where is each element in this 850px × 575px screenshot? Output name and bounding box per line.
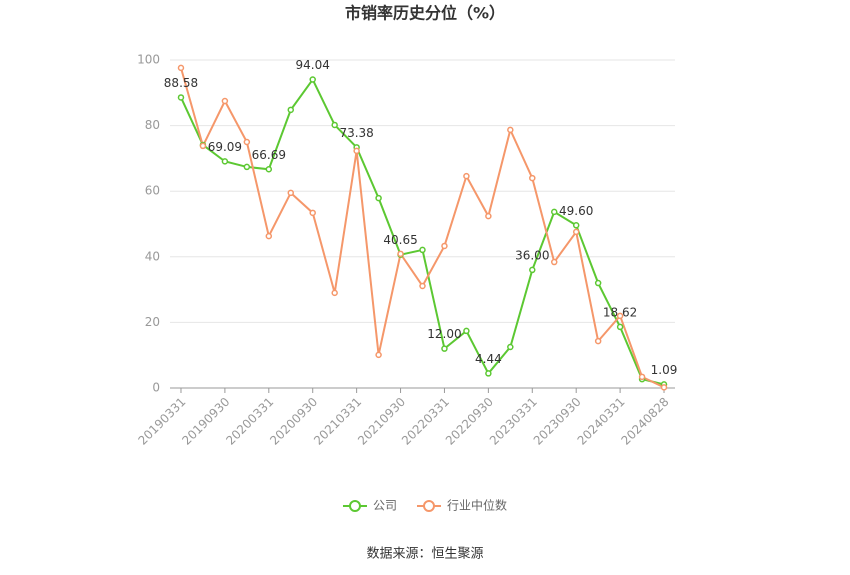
y-tick-label: 80 <box>145 118 160 132</box>
point <box>419 282 426 290</box>
point <box>287 189 295 197</box>
point <box>331 289 338 297</box>
legend-item: 公司 <box>342 499 397 513</box>
point <box>507 126 514 134</box>
data-label: 4.44 <box>475 352 502 366</box>
legend-label: 公司 <box>373 499 397 513</box>
data-label: 94.04 <box>296 58 330 72</box>
point <box>375 351 382 359</box>
y-tick-label: 60 <box>145 184 160 198</box>
legend-marker <box>348 500 361 512</box>
point <box>485 212 492 220</box>
data-label: 1.09 <box>651 363 678 377</box>
point <box>243 138 251 146</box>
point <box>243 163 251 171</box>
point <box>265 232 273 240</box>
point <box>419 246 426 254</box>
point <box>572 228 580 236</box>
point <box>287 106 295 114</box>
point <box>309 76 316 83</box>
legend: 公司 行业中位数 <box>342 498 507 513</box>
point <box>572 222 580 229</box>
data-label: 40.65 <box>383 233 417 247</box>
y-tick-label: 40 <box>145 249 160 263</box>
point <box>199 142 207 150</box>
legend-label: 行业中位数 <box>447 498 507 513</box>
point <box>529 174 536 182</box>
point <box>353 147 360 155</box>
point <box>331 121 338 129</box>
point <box>616 312 624 320</box>
point <box>594 337 602 345</box>
point <box>660 384 668 391</box>
point <box>485 370 492 377</box>
point <box>221 97 229 105</box>
data-label: 18.62 <box>603 305 637 319</box>
point <box>441 345 448 352</box>
legend-item: 行业中位数 <box>417 498 507 513</box>
data-label: 49.60 <box>559 204 593 218</box>
point <box>397 250 404 258</box>
point <box>177 64 185 72</box>
point <box>594 279 602 287</box>
chart-title: 市销率历史分位（%） <box>345 4 505 23</box>
point <box>616 323 624 331</box>
x-tick-label: 20240828 <box>619 395 672 448</box>
data-label: 12.00 <box>427 327 461 341</box>
source: 数据来源：恒生聚源 <box>366 547 483 562</box>
point <box>507 343 514 351</box>
point <box>550 208 558 216</box>
point <box>441 242 448 250</box>
data-label: 88.58 <box>164 76 198 90</box>
data-label: 69.09 <box>208 140 242 154</box>
data-label: 36.00 <box>515 248 549 262</box>
data-label: 73.38 <box>339 126 373 140</box>
y-tick-label: 20 <box>145 315 160 329</box>
series-line <box>180 67 665 389</box>
legend-marker <box>423 500 435 512</box>
data-label: 66.69 <box>252 148 286 162</box>
point <box>265 166 273 173</box>
point <box>309 209 316 217</box>
point <box>463 172 470 180</box>
point <box>463 327 470 335</box>
point <box>529 266 536 274</box>
point <box>221 158 229 165</box>
point <box>550 258 558 266</box>
point <box>638 373 646 381</box>
y-tick-label: 0 <box>152 381 160 395</box>
point <box>177 94 185 101</box>
point <box>375 194 382 202</box>
y-tick-label: 100 <box>137 53 160 67</box>
